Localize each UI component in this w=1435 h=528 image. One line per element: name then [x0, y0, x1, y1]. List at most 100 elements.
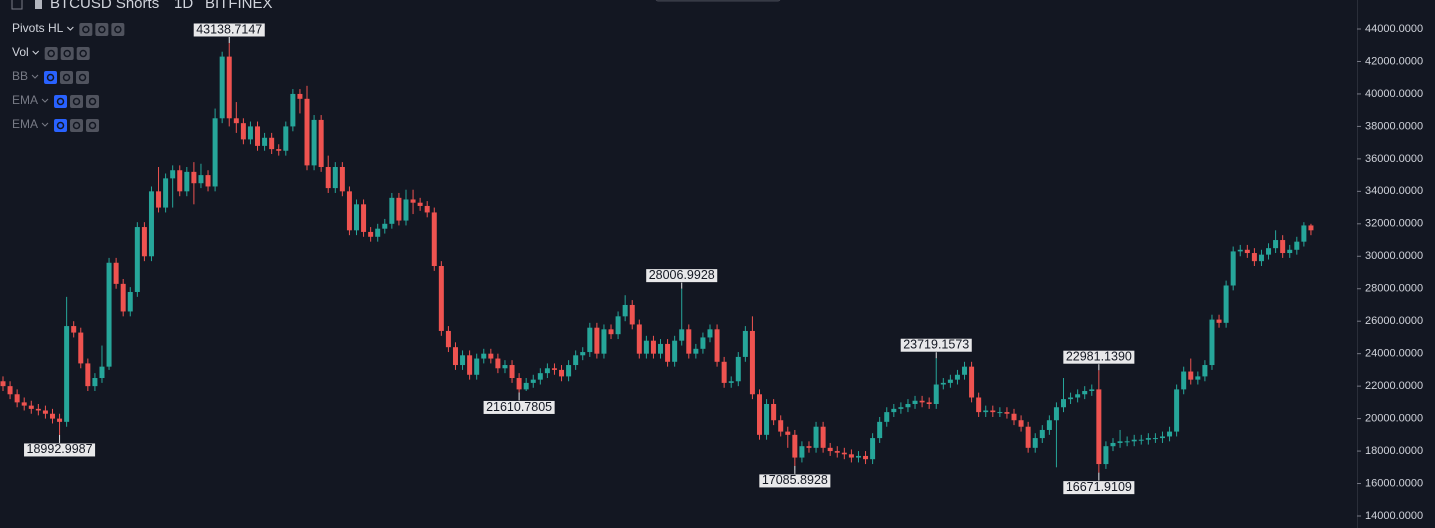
candle-body: [1209, 319, 1215, 366]
pivot-text: 17085.8928: [762, 473, 828, 487]
candle-body: [650, 340, 656, 354]
candle-body: [361, 204, 367, 232]
pivot-label: 43138.7147: [192, 22, 266, 43]
remove-button-glyph: [88, 97, 97, 106]
indicator-name[interactable]: Vol: [12, 45, 29, 59]
candle-body: [792, 434, 798, 458]
candle-body: [877, 421, 883, 439]
chevron: [32, 50, 40, 55]
candle-body: [608, 329, 614, 335]
eye-button[interactable]: [44, 71, 58, 84]
candle-body: [559, 369, 565, 377]
candle-body: [438, 266, 444, 331]
candle-body: [269, 137, 275, 150]
eye-button[interactable]: [54, 119, 68, 132]
candle-body: [714, 329, 720, 362]
settings-button-glyph: [63, 49, 71, 58]
y-tick-label: 24000.0000: [1365, 348, 1423, 360]
y-tick-label: 36000.0000: [1365, 153, 1423, 165]
collapse-icon[interactable]: [11, 0, 23, 10]
settings-button-glyph: [72, 121, 81, 130]
pivot-label: 28006.9928: [645, 268, 719, 289]
candle-body: [905, 403, 911, 408]
candle-body: [983, 410, 989, 413]
y-tick-label: 34000.0000: [1365, 185, 1423, 197]
chevron: [41, 98, 49, 103]
settings-button[interactable]: [70, 95, 84, 108]
candle-body: [672, 340, 678, 362]
candle-body: [297, 93, 303, 99]
candle-body: [629, 304, 635, 325]
settings-button[interactable]: [70, 119, 84, 132]
eye-button-glyph: [56, 121, 65, 130]
candle-body: [42, 410, 48, 414]
remove-button[interactable]: [111, 23, 125, 36]
candle-body: [898, 407, 904, 409]
candle-body: [551, 368, 557, 370]
settings-button[interactable]: [60, 71, 74, 84]
settings-button[interactable]: [95, 23, 109, 36]
candle-body: [806, 446, 812, 448]
indicator-name[interactable]: Pivots HL: [12, 21, 64, 35]
candle-body: [1223, 285, 1229, 323]
candle-body: [481, 353, 487, 359]
candle-body: [170, 170, 176, 179]
interval: 1D: [174, 0, 193, 12]
candle-body: [509, 365, 515, 379]
candle-body: [700, 337, 706, 349]
candle-body: [120, 283, 126, 312]
candle-body: [827, 447, 833, 452]
candle-body: [1110, 442, 1116, 447]
candle-body: [834, 451, 840, 453]
eye-button-glyph: [46, 73, 55, 82]
y-tick-label: 42000.0000: [1365, 55, 1423, 67]
candle-body: [28, 405, 34, 409]
candle-body: [389, 197, 395, 224]
eye-button[interactable]: [79, 23, 93, 36]
eye-button[interactable]: [54, 95, 68, 108]
candle-body: [382, 223, 388, 229]
candle-body: [756, 394, 762, 435]
candle-body: [191, 171, 197, 184]
pivot-label: 17085.8928: [758, 465, 832, 489]
candle-body: [1188, 371, 1194, 380]
eye-button[interactable]: [44, 47, 58, 60]
candle-body: [1294, 241, 1300, 250]
pivot-label: 18992.9987: [23, 434, 97, 458]
tooltip-edge: [655, 0, 781, 2]
remove-button[interactable]: [76, 71, 90, 84]
chevron: [67, 26, 74, 31]
candle-body: [64, 326, 70, 422]
chevron: [31, 74, 39, 79]
candle-body: [742, 330, 748, 357]
candle-body: [460, 355, 466, 366]
indicator-name[interactable]: EMA: [12, 117, 38, 131]
candle-body: [1202, 365, 1208, 377]
candle-body: [523, 382, 529, 390]
y-tick-label: 16000.0000: [1365, 477, 1423, 489]
pivot-text: 43138.7147: [196, 22, 262, 36]
settings-button[interactable]: [60, 47, 74, 60]
candle-body: [636, 324, 642, 354]
candle-body: [813, 426, 819, 448]
candle-body: [1266, 248, 1272, 255]
candle-body: [728, 381, 734, 383]
indicator-name[interactable]: BB: [12, 69, 28, 83]
candle-body: [926, 402, 932, 404]
pivot-text: 16671.9109: [1066, 480, 1132, 494]
candle-body: [1244, 249, 1250, 254]
candle-body: [1068, 397, 1074, 400]
candle-body: [1124, 441, 1130, 443]
candle-body: [240, 123, 246, 140]
candle-body: [1301, 225, 1307, 242]
remove-button[interactable]: [86, 119, 100, 132]
candle-body: [156, 191, 162, 208]
candle-body: [1075, 394, 1081, 398]
indicator-name[interactable]: EMA: [12, 93, 38, 107]
remove-button[interactable]: [86, 95, 100, 108]
remove-button[interactable]: [76, 47, 90, 60]
candle-body: [1032, 438, 1038, 448]
candle-body: [1258, 254, 1264, 262]
